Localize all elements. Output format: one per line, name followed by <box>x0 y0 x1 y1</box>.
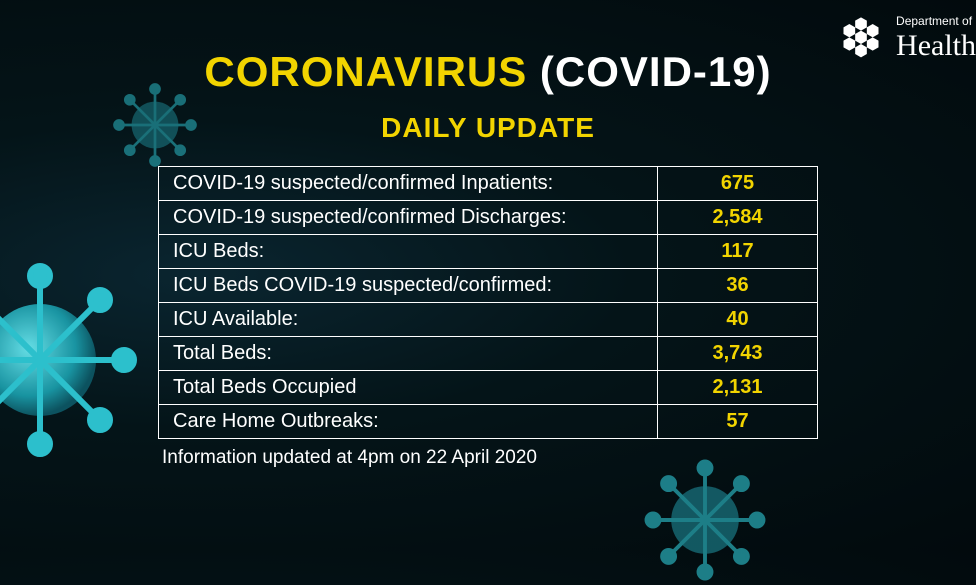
stat-value: 3,743 <box>658 337 818 371</box>
hex-cluster-icon <box>836 14 886 64</box>
logo-department-label: Department of <box>896 15 976 28</box>
stat-value: 57 <box>658 405 818 439</box>
table-row: Total Beds Occupied2,131 <box>159 371 818 405</box>
stat-label: ICU Beds COVID-19 suspected/confirmed: <box>159 269 658 303</box>
stat-label: Total Beds Occupied <box>159 371 658 405</box>
table-row: ICU Beds:117 <box>159 235 818 269</box>
stat-value: 2,131 <box>658 371 818 405</box>
virus-icon <box>0 260 140 460</box>
stat-label: Total Beds: <box>159 337 658 371</box>
table-row: COVID-19 suspected/confirmed Inpatients:… <box>159 167 818 201</box>
virus-icon <box>640 455 770 585</box>
stat-value: 675 <box>658 167 818 201</box>
stat-label: ICU Available: <box>159 303 658 337</box>
virus-icon <box>110 80 200 170</box>
table-row: Total Beds:3,743 <box>159 337 818 371</box>
logo-health-label: Health <box>896 29 976 63</box>
table-row: ICU Available:40 <box>159 303 818 337</box>
stats-table: COVID-19 suspected/confirmed Inpatients:… <box>158 166 818 439</box>
stat-label: COVID-19 suspected/confirmed Inpatients: <box>159 167 658 201</box>
stat-value: 117 <box>658 235 818 269</box>
stat-value: 36 <box>658 269 818 303</box>
table-row: Care Home Outbreaks:57 <box>159 405 818 439</box>
stat-value: 2,584 <box>658 201 818 235</box>
title-highlight: CORONAVIRUS <box>204 48 527 95</box>
stat-value: 40 <box>658 303 818 337</box>
stat-label: Care Home Outbreaks: <box>159 405 658 439</box>
table-row: COVID-19 suspected/confirmed Discharges:… <box>159 201 818 235</box>
title-rest: (COVID-19) <box>527 48 771 95</box>
stat-label: ICU Beds: <box>159 235 658 269</box>
table-row: ICU Beds COVID-19 suspected/confirmed:36 <box>159 269 818 303</box>
stat-label: COVID-19 suspected/confirmed Discharges: <box>159 201 658 235</box>
department-logo: Department of Health <box>836 14 976 64</box>
